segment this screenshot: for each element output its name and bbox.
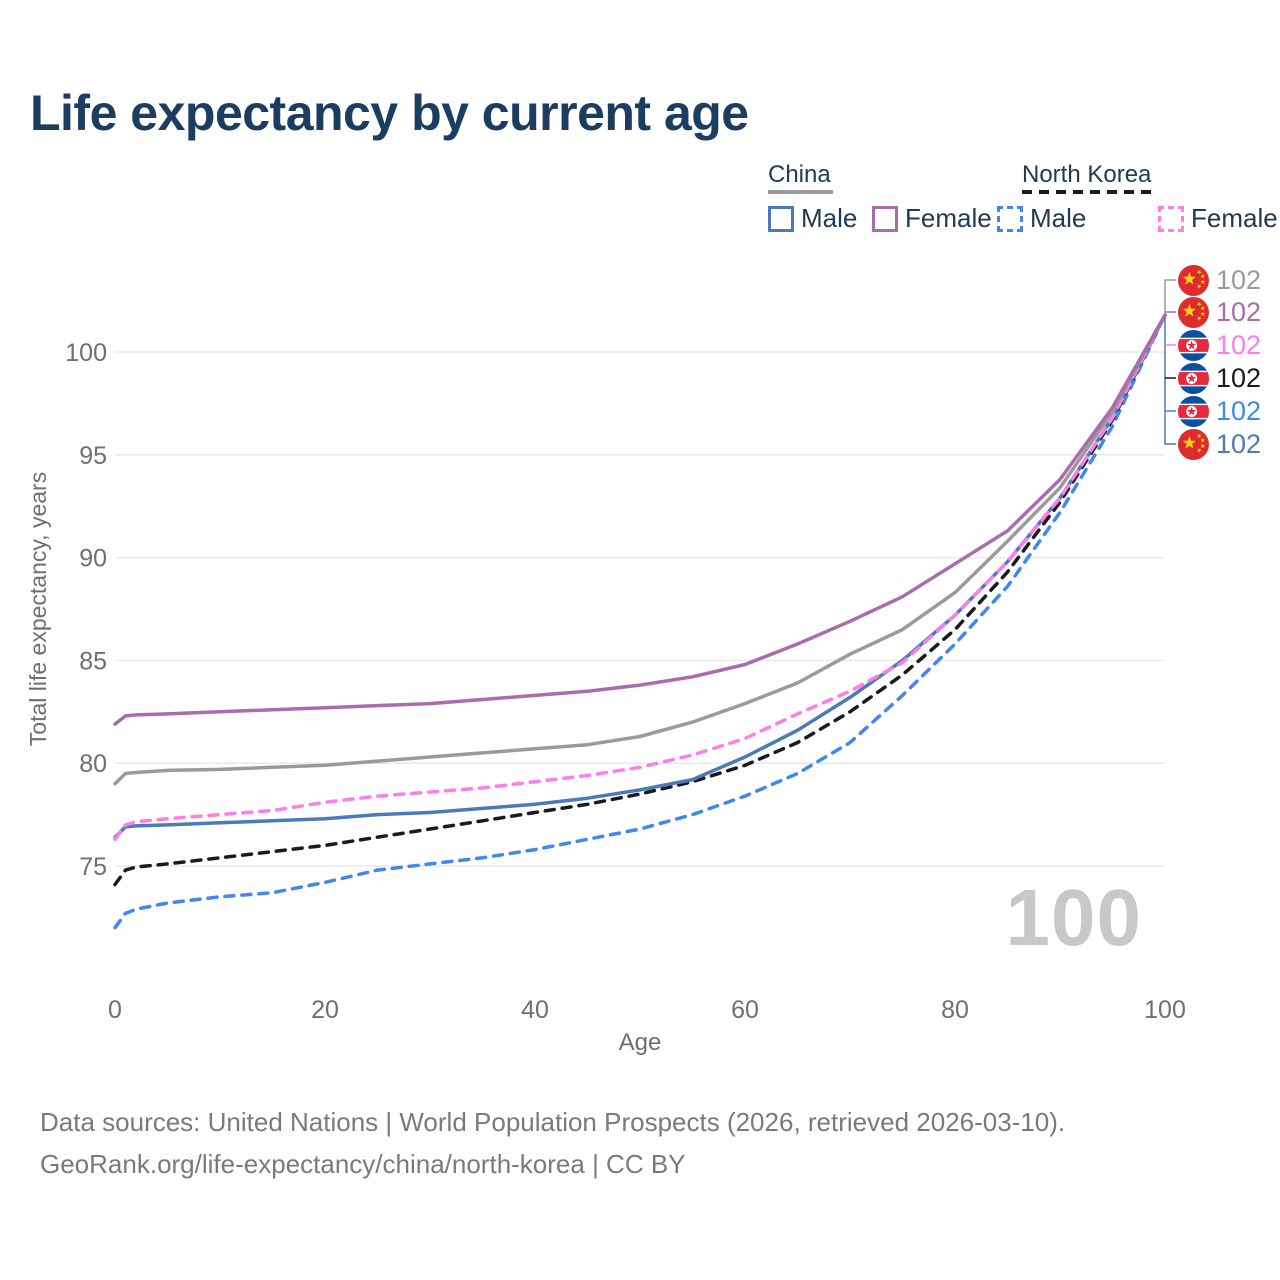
footer-data-sources: Data sources: United Nations | World Pop… xyxy=(40,1107,1066,1137)
legend-group-north-korea: North Korea Male Female xyxy=(997,161,1278,233)
legend-group-title: China xyxy=(768,161,831,188)
legend: China Male Female North Korea Male Female xyxy=(768,161,1278,242)
legend-item-north-korea-male[interactable]: Male xyxy=(997,203,1086,234)
end-label-row: 102 xyxy=(1178,296,1261,328)
y-tick-label: 85 xyxy=(79,647,107,675)
china-flag-icon xyxy=(1178,428,1209,460)
series-line-china-female[interactable] xyxy=(113,313,1167,726)
legend-group-underline xyxy=(1022,190,1152,194)
end-value-label: 102 xyxy=(1216,265,1262,295)
north-korea-flag-icon xyxy=(1178,362,1209,394)
legend-group-title: North Korea xyxy=(1022,161,1152,188)
legend-item-north-korea-female[interactable]: Female xyxy=(1158,203,1278,234)
legend-group-china: China Male Female xyxy=(768,161,992,233)
legend-swatch xyxy=(1158,205,1184,232)
y-tick-label: 100 xyxy=(65,339,107,367)
series-line-north-korea-both-sexes[interactable] xyxy=(113,313,1167,887)
end-label-row: 102 xyxy=(1178,264,1261,296)
footer-attribution: GeoRank.org/life-expectancy/china/north-… xyxy=(40,1149,686,1179)
end-value-label: 102 xyxy=(1216,330,1262,360)
north-korea-flag-icon xyxy=(1178,395,1209,427)
legend-item-label: Female xyxy=(905,203,992,233)
series-line-north-korea-male[interactable] xyxy=(113,313,1167,930)
end-value-label: 102 xyxy=(1216,363,1262,393)
legend-item-china-male[interactable]: Male xyxy=(768,203,857,234)
end-label-row: 102 xyxy=(1178,395,1261,427)
legend-swatch xyxy=(768,205,794,232)
y-axis-title: Total life expectancy, years xyxy=(25,472,51,746)
y-tick-label: 80 xyxy=(79,750,107,778)
series-line-north-korea-female[interactable] xyxy=(113,313,1167,842)
legend-item-label: Male xyxy=(801,203,858,233)
y-tick-label: 75 xyxy=(79,853,107,881)
china-flag-icon xyxy=(1178,296,1209,328)
x-tick-label: 20 xyxy=(311,996,339,1024)
north-korea-flag-icon xyxy=(1178,329,1209,361)
x-tick-label: 60 xyxy=(731,996,759,1024)
page-title: Life expectancy by current age xyxy=(30,85,749,141)
legend-swatch xyxy=(997,205,1023,232)
end-value-label: 102 xyxy=(1216,396,1262,426)
end-value-label: 102 xyxy=(1216,429,1262,459)
age-counter: 100 xyxy=(1005,873,1142,962)
y-tick-label: 90 xyxy=(79,545,107,573)
x-tick-label: 0 xyxy=(108,996,122,1024)
legend-group-underline xyxy=(768,190,833,194)
legend-item-label: Female xyxy=(1191,203,1278,233)
x-tick-label: 40 xyxy=(521,996,549,1024)
leader-line xyxy=(1164,316,1176,445)
leader-line xyxy=(1164,279,1176,313)
legend-swatch xyxy=(872,205,898,232)
legend-item-label: Male xyxy=(1030,203,1087,233)
end-value-label: 102 xyxy=(1216,297,1262,327)
y-tick-label: 95 xyxy=(79,442,107,470)
legend-item-china-female[interactable]: Female xyxy=(872,203,992,234)
end-label-row: 102 xyxy=(1178,428,1261,460)
series-line-china-both-sexes[interactable] xyxy=(113,313,1167,786)
end-label-row: 102 xyxy=(1178,329,1261,361)
china-flag-icon xyxy=(1178,264,1209,296)
x-axis-title: Age xyxy=(619,1029,662,1056)
x-tick-label: 80 xyxy=(941,996,969,1024)
x-tick-label: 100 xyxy=(1144,996,1186,1024)
end-label-row: 102 xyxy=(1178,362,1261,394)
series-line-china-male[interactable] xyxy=(113,313,1167,839)
